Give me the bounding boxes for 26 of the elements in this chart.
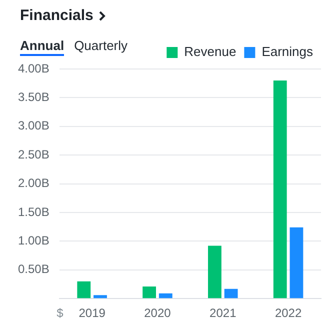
y-tick-label: 0.50B xyxy=(18,262,50,276)
bar xyxy=(158,293,172,298)
bar xyxy=(290,227,304,298)
bar xyxy=(77,281,91,298)
x-tick-label: 2021 xyxy=(210,306,237,320)
y-tick-label: 1.50B xyxy=(18,204,50,219)
bar xyxy=(142,286,156,298)
y-tick-label: 3.00B xyxy=(18,118,50,133)
bar xyxy=(94,295,107,298)
y-tick-label: 2.50B xyxy=(18,147,50,162)
text: $ xyxy=(56,306,64,320)
chart-title: Financials xyxy=(20,7,94,24)
x-tick-label: 2020 xyxy=(144,306,172,320)
x-tick-label: 2022 xyxy=(274,306,302,320)
legend-label: Earnings xyxy=(262,44,314,60)
y-tick-label: 2.00B xyxy=(18,176,50,190)
bar xyxy=(273,80,287,298)
text: Quarterly xyxy=(74,38,128,55)
y-tick-label: 4.00B xyxy=(18,61,50,76)
y-tick-label: 1.00B xyxy=(18,234,50,248)
x-tick-label: 2019 xyxy=(78,306,106,320)
text: Annual xyxy=(20,38,64,56)
y-tick-label: 3.50B xyxy=(18,90,50,104)
bar xyxy=(208,246,222,298)
legend-label: Revenue xyxy=(184,44,236,60)
bar xyxy=(224,288,238,298)
